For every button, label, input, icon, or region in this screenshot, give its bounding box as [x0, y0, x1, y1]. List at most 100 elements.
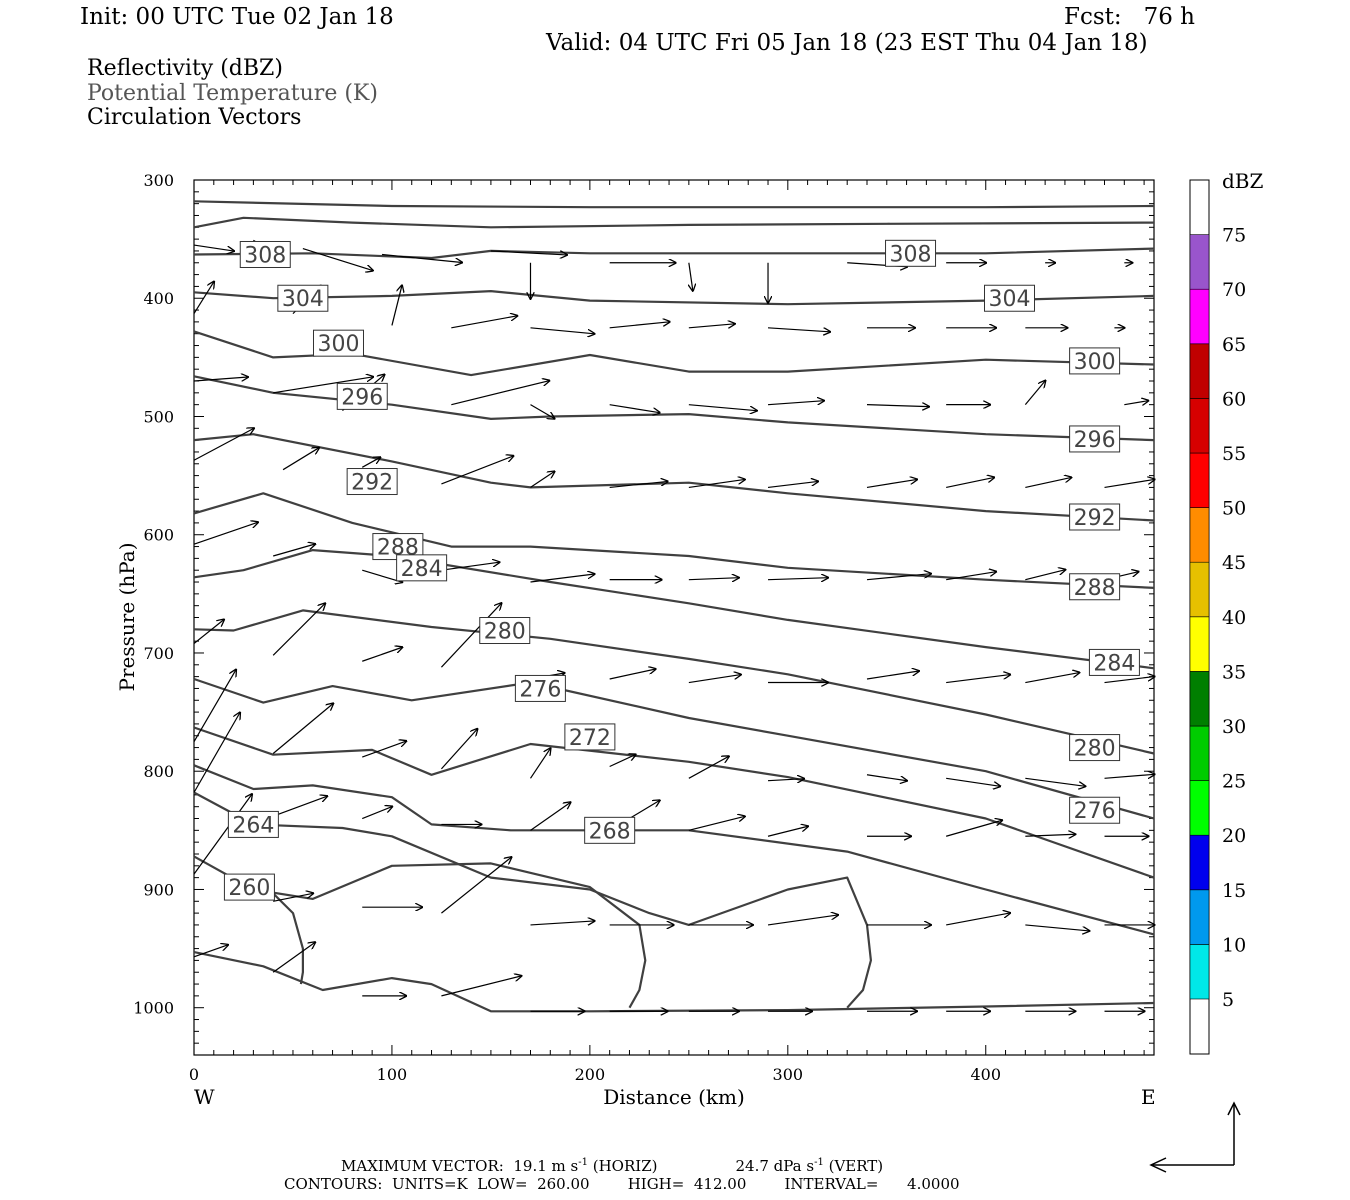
colorbar-swatch [1189, 780, 1210, 836]
isentrope-line-1 [193, 216, 1155, 229]
reflectivity-legend: Reflectivity (dBZ) [87, 56, 283, 81]
axis-tick-labels: 0 100 200 300 400 300 400 500 600 700 800 900 1000 [133, 171, 1001, 1084]
circulation-vector [767, 915, 838, 926]
circulation-vectors [193, 239, 1155, 1011]
dbz-colorbar: 5 10 15 20 25 30 35 40 45 50 55 60 65 70 75 [1189, 179, 1246, 1055]
contour-label-box [584, 816, 636, 844]
circulation-vector [1024, 381, 1045, 406]
colorbar-unit: dBZ [1222, 169, 1264, 193]
contour-label: 288 [1074, 576, 1116, 601]
circulation-vector [193, 670, 236, 742]
circulation-vector [767, 401, 824, 406]
circulation-vector [440, 729, 477, 770]
circulation-vector [272, 796, 327, 817]
circulation-vector [1025, 834, 1075, 836]
reference-vector-icon [1149, 1101, 1241, 1173]
contour-label-box [564, 723, 616, 751]
isentrope-264 [193, 791, 872, 1009]
colorbar-level: 25 [1222, 771, 1246, 793]
colorbar-swatch [1189, 398, 1210, 454]
y-tick-label: 800 [143, 762, 174, 781]
circulation-vector [1124, 401, 1148, 405]
circulation-vector [530, 574, 594, 583]
x-tick-label: 400 [970, 1065, 1001, 1084]
contour-label-box [1069, 796, 1121, 824]
contour-label-box [336, 382, 388, 410]
isentrope-300 [193, 330, 1155, 377]
vectors-legend: Circulation Vectors [87, 105, 302, 130]
colorbar-level: 30 [1222, 716, 1246, 738]
colorbar-swatch [1189, 834, 1210, 891]
colorbar-level: 5 [1222, 989, 1234, 1011]
isentrope-280 [193, 609, 1155, 755]
contour-label-box [1069, 347, 1121, 375]
circulation-vector [768, 578, 828, 580]
circulation-vector [609, 669, 656, 680]
circulation-vector [362, 569, 402, 582]
circulation-vector [688, 756, 729, 779]
isentrope-line-15 [268, 888, 304, 985]
contour-label: 280 [484, 620, 526, 645]
circulation-vector [530, 471, 554, 488]
circulation-vector [946, 913, 1010, 926]
isentrope-260 [193, 855, 647, 1009]
colorbar-level: 40 [1222, 607, 1246, 629]
contour-label-box [1069, 734, 1121, 762]
isentrope-268 [193, 764, 1155, 936]
circulation-vector [688, 479, 745, 489]
contour-label-box [312, 329, 364, 357]
isentrope-288 [193, 492, 1155, 589]
circulation-vector [362, 807, 392, 820]
circulation-vector [361, 457, 380, 468]
circulation-vector [866, 405, 929, 407]
circulation-vector [193, 794, 252, 875]
colorbar-swatch [1189, 234, 1210, 290]
max-vector-note: MAXIMUM VECTOR: 19.1 m s-1 (HORIZ) 24.7 d… [341, 1157, 884, 1175]
circulation-vector [688, 816, 745, 831]
colorbar-level: 50 [1222, 498, 1246, 520]
x-tick-label: 300 [773, 1065, 804, 1084]
contour-label: 296 [341, 385, 383, 410]
circulation-vector [767, 779, 804, 781]
y-tick-label: 400 [143, 289, 174, 308]
colorbar-level: 45 [1222, 552, 1246, 574]
contour-label-box [479, 617, 531, 645]
colorbar-level: 70 [1222, 279, 1246, 301]
contour-info: CONTOURS: UNITS=K LOW= 260.00 HIGH= 412.… [284, 1175, 960, 1193]
circulation-vector [441, 857, 511, 914]
circulation-vector [1025, 673, 1079, 684]
circulation-vector [441, 456, 513, 485]
circulation-vector [193, 522, 258, 545]
circulation-vector [272, 703, 333, 754]
circulation-vector [688, 675, 741, 684]
circulation-vector [688, 578, 739, 580]
circulation-vector [273, 377, 373, 394]
contour-label: 300 [1074, 350, 1116, 375]
circulation-vector [1025, 924, 1089, 931]
valid-time: Valid: 04 UTC Fri 05 Jan 18 (23 EST Thu … [546, 30, 1148, 56]
circulation-vector [272, 603, 325, 656]
y-tick-label: 700 [143, 644, 174, 663]
contour-label-box [514, 674, 566, 702]
circulation-vector [1104, 774, 1155, 779]
circulation-vector [609, 754, 636, 768]
y-tick-label: 900 [143, 880, 174, 899]
contour-label: 280 [1074, 737, 1116, 762]
circulation-vector [1104, 677, 1155, 684]
colorbar-swatch [1189, 288, 1210, 345]
circulation-vector [946, 820, 1002, 837]
circulation-vector [767, 327, 830, 332]
circulation-vector [1025, 777, 1085, 786]
x-tick-label: 100 [377, 1065, 408, 1084]
isentrope-lines [193, 200, 1155, 1013]
circulation-vector [440, 603, 501, 668]
circulation-vector [1025, 570, 1065, 581]
circulation-vector [381, 253, 462, 262]
circulation-vector [866, 774, 907, 781]
colorbar-level: 75 [1222, 225, 1246, 247]
contour-label: 308 [244, 243, 286, 268]
circulation-vector [193, 713, 240, 793]
contour-label: 292 [1074, 506, 1116, 531]
circulation-vector [688, 324, 735, 329]
